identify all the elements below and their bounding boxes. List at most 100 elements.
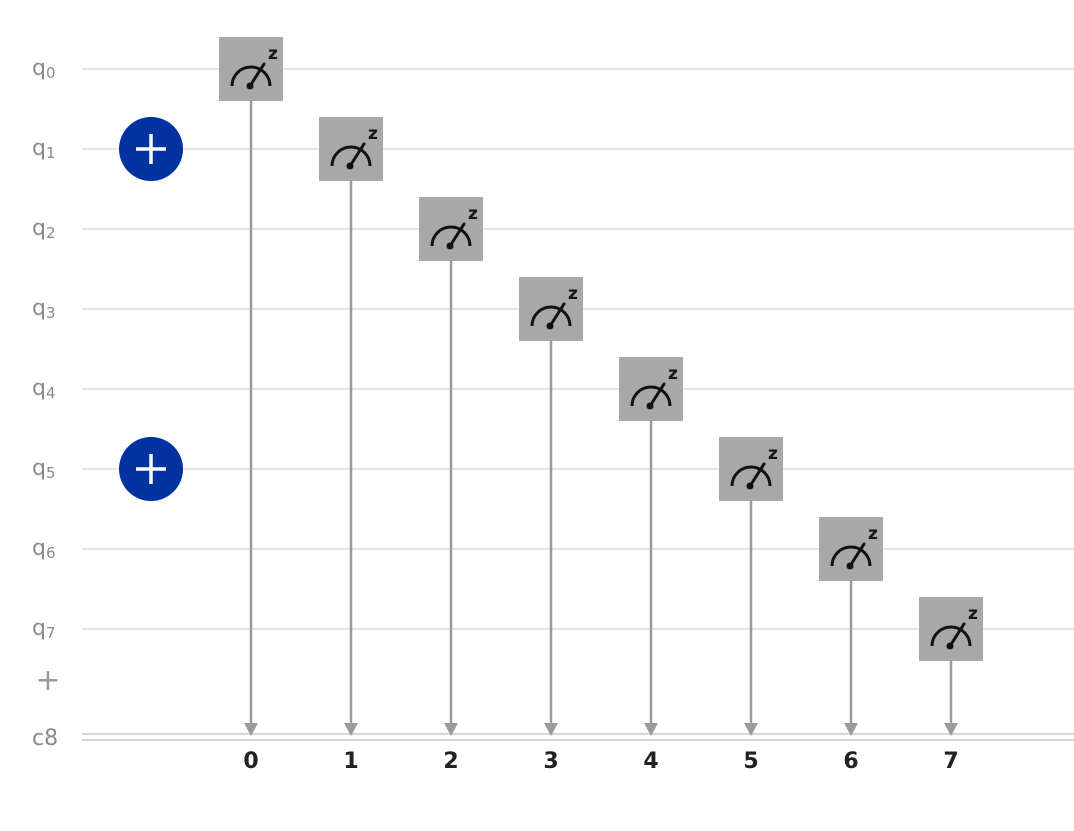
measurement-arrowhead [544,723,558,736]
meter-icon [630,382,672,410]
classical-bit-label: 7 [943,749,958,774]
qubit-label-1: q1 [32,136,56,162]
measurement-arrowhead [744,723,758,736]
measurement-box [519,277,583,341]
qubit-label-4: q4 [32,376,56,402]
qubit-label-5: q5 [32,456,56,482]
meter-icon [530,302,572,330]
measurement-basis-label: z [368,124,378,144]
qubit-label-index: 2 [46,224,56,242]
meter-arc [330,145,372,167]
qubit-label-0: q0 [32,56,56,82]
meter-needle [848,542,866,568]
meter-pivot [946,642,954,650]
meter-needle [248,62,266,88]
meter-icon [230,62,272,90]
measurement-box [919,597,983,661]
meter-pivot [646,402,654,410]
measurement-basis-label: z [268,44,278,64]
meter-icon [330,142,372,170]
measurement-arrowhead [844,723,858,736]
meter-needle [348,142,366,168]
measurement-basis-label: z [468,204,478,224]
qubit-label-letter: q [32,296,46,321]
measurement-gate[interactable]: z [719,437,783,501]
measurement-basis-label: z [968,604,978,624]
measurement-arrowhead [344,723,358,736]
qubit-label-letter: q [32,56,46,81]
measurement-gate[interactable]: z [519,277,583,341]
measurement-connections [244,89,958,736]
measurement-box [319,117,383,181]
classical-bit-label: 0 [243,749,258,774]
meter-arc [730,465,772,487]
qubit-label-letter: q [32,136,46,161]
meter-arc [630,385,672,407]
qubit-label-index: 4 [46,384,56,402]
classical-bit-label: 5 [743,749,758,774]
qubit-label-index: 0 [46,64,56,82]
meter-icon [430,222,472,250]
measurement-basis-label: z [668,364,678,384]
meter-needle [648,382,666,408]
meter-needle [448,222,466,248]
measurement-box [819,517,883,581]
classical-bit-label: 3 [543,749,558,774]
meter-pivot [246,82,254,90]
qubit-wires [82,68,1074,630]
meter-arc [430,225,472,247]
qubit-label-index: 5 [46,464,56,482]
measurement-gate[interactable]: z [819,517,883,581]
meter-pivot [446,242,454,250]
meter-needle [548,302,566,328]
meter-icon [830,542,872,570]
classical-bit-label: 2 [443,749,458,774]
measurement-box [619,357,683,421]
qubit-label-index: 6 [46,544,56,562]
measurement-gate[interactable]: z [619,357,683,421]
measurement-arrowhead [244,723,258,736]
meter-arc [530,305,572,327]
qubit-label-letter: q [32,376,46,401]
classical-register-label: c8 [32,726,58,751]
measurement-arrowhead [444,723,458,736]
measurement-basis-label: z [568,284,578,304]
qubit-label-index: 1 [46,144,56,162]
qubit-label-letter: q [32,536,46,561]
meter-pivot [846,562,854,570]
meter-needle [748,462,766,488]
meter-pivot [346,162,354,170]
measurement-gate[interactable]: z [319,117,383,181]
measurement-gate[interactable]: z [419,197,483,261]
measurement-gate[interactable]: z [919,597,983,661]
gates-layer: z z z z z z z z [119,37,983,661]
qubit-label-6: q6 [32,536,56,562]
meter-arc [930,625,972,647]
classical-register [82,733,1074,741]
qubit-label-letter: q [32,456,46,481]
qubit-label-index: 7 [46,624,56,642]
measurement-basis-label: z [768,444,778,464]
meter-needle [948,622,966,648]
qubit-label-letter: q [32,216,46,241]
add-wire-button[interactable]: + [35,663,60,698]
measurement-gate[interactable]: z [219,37,283,101]
meter-pivot [746,482,754,490]
qubit-label-letter: q [32,616,46,641]
qubit-label-2: q2 [32,216,56,242]
classical-bit-label: 4 [643,749,658,774]
measurement-box [219,37,283,101]
measurement-box [719,437,783,501]
qubit-label-7: q7 [32,616,56,642]
measurement-arrowhead [944,723,958,736]
x-gate[interactable] [119,117,183,181]
measurement-box [419,197,483,261]
meter-icon [730,462,772,490]
classical-bit-label: 6 [843,749,858,774]
x-gate[interactable] [119,437,183,501]
classical-bit-label: 1 [343,749,358,774]
measurement-basis-label: z [868,524,878,544]
meter-pivot [546,322,554,330]
